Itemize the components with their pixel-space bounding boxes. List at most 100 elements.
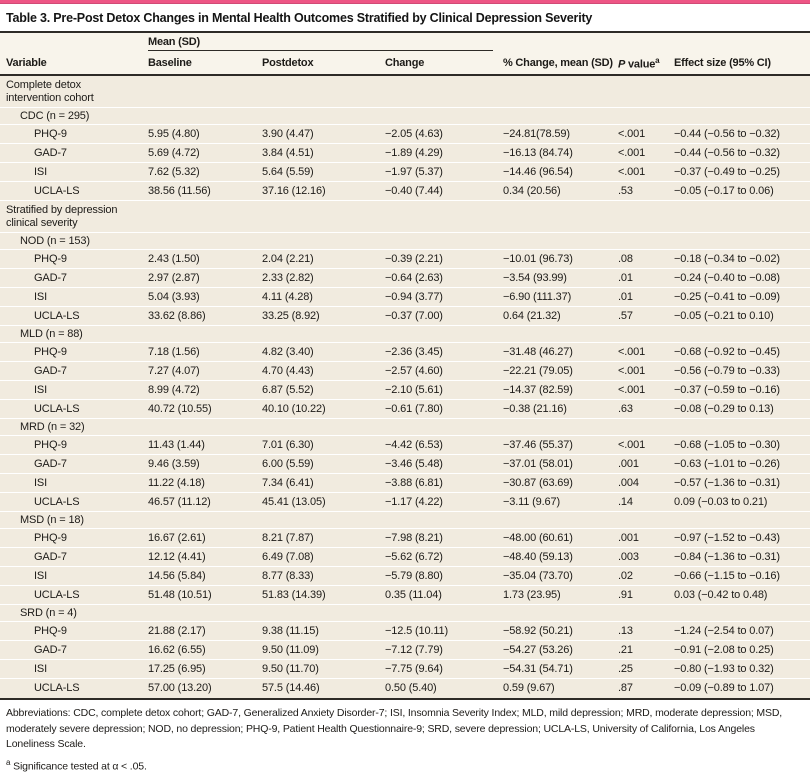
cell-pct-change: −30.87 (63.69)	[503, 476, 573, 489]
table-row-phq-9: PHQ-9 16.67 (2.61) 8.21 (7.87) −7.98 (8.21)…	[0, 529, 810, 548]
cell-postdetox: 33.25 (8.92)	[262, 309, 320, 322]
cell-postdetox: 57.5 (14.46)	[262, 682, 320, 695]
cell-p-value: .91	[618, 588, 633, 601]
cell-pct-change: −58.92 (50.21)	[503, 624, 573, 637]
cell-postdetox: 9.50 (11.09)	[262, 643, 319, 656]
cell-pct-change: −0.38 (21.16)	[503, 402, 567, 415]
table-row-phq-9: PHQ-9 5.95 (4.80) 3.90 (4.47) −2.05 (4.63) −…	[0, 125, 810, 144]
cell-variable: PHQ-9	[34, 127, 67, 140]
cell-p-value: <.001	[618, 345, 646, 358]
cell-variable: UCLA-LS	[34, 402, 80, 415]
table-row-isi: ISI 8.99 (4.72) 6.87 (5.52) −2.10 (5.61) −14…	[0, 381, 810, 400]
cell-postdetox: 4.70 (4.43)	[262, 364, 314, 377]
cell-p-value: .01	[618, 271, 633, 284]
section-label: Complete detox intervention cohort	[6, 79, 94, 104]
cell-change: −3.88 (6.81)	[385, 476, 443, 489]
cell-baseline: 5.04 (3.93)	[148, 290, 200, 303]
cell-postdetox: 6.00 (5.59)	[262, 457, 314, 470]
cell-effect-size: −0.57 (−1.36 to −0.31)	[674, 476, 780, 489]
cell-pct-change: −24.81(78.59)	[503, 127, 570, 140]
cell-change: −3.46 (5.48)	[385, 457, 443, 470]
cell-pct-change: −37.46 (55.37)	[503, 438, 573, 451]
cell-change: −2.36 (3.45)	[385, 345, 443, 358]
cell-effect-size: −0.44 (−0.56 to −0.32)	[674, 127, 780, 140]
cell-postdetox: 3.84 (4.51)	[262, 146, 314, 159]
cell-baseline: 11.43 (1.44)	[148, 438, 205, 451]
abbreviations-note: Abbreviations: CDC, complete detox cohor…	[6, 706, 783, 751]
cell-effect-size: −0.09 (−0.89 to 1.07)	[674, 682, 774, 695]
cell-effect-size: −0.97 (−1.52 to −0.43)	[674, 531, 780, 544]
cell-postdetox: 37.16 (12.16)	[262, 184, 326, 197]
cell-effect-size: −0.18 (−0.34 to −0.02)	[674, 252, 780, 265]
cell-change: −1.89 (4.29)	[385, 146, 443, 159]
cell-baseline: 21.88 (2.17)	[148, 624, 206, 637]
cell-pct-change: 0.64 (21.32)	[503, 309, 561, 322]
cell-variable: UCLA-LS	[34, 309, 80, 322]
table-row-ucla-ls: UCLA-LS 33.62 (8.86) 33.25 (8.92) −0.37 (7.…	[0, 307, 810, 326]
cell-pct-change: −10.01 (96.73)	[503, 252, 573, 265]
cell-variable: GAD-7	[34, 271, 67, 284]
cell-pct-change: 0.59 (9.67)	[503, 682, 555, 695]
table-row-isi: ISI 11.22 (4.18) 7.34 (6.41) −3.88 (6.81) −3…	[0, 474, 810, 493]
cell-p-value: <.001	[618, 383, 646, 396]
cell-postdetox: 45.41 (13.05)	[262, 495, 326, 508]
col-header-postdetox: Postdetox	[262, 57, 314, 69]
table-row-isi: ISI 14.56 (5.84) 8.77 (8.33) −5.79 (8.80) −3…	[0, 567, 810, 586]
cell-postdetox: 8.77 (8.33)	[262, 569, 314, 582]
table-row-gad-7: GAD-7 16.62 (6.55) 9.50 (11.09) −7.12 (7.79…	[0, 641, 810, 660]
cell-postdetox: 4.11 (4.28)	[262, 290, 313, 303]
table-row-gad-7: GAD-7 9.46 (3.59) 6.00 (5.59) −3.46 (5.48) −…	[0, 455, 810, 474]
cell-pct-change: −54.31 (54.71)	[503, 662, 573, 675]
group-label: MRD (n = 32)	[20, 420, 85, 433]
cell-effect-size: −0.37 (−0.59 to −0.16)	[674, 383, 780, 396]
cell-p-value: .001	[618, 457, 639, 470]
cell-effect-size: −0.08 (−0.29 to 0.13)	[674, 402, 774, 415]
table-row-phq-9: PHQ-9 11.43 (1.44) 7.01 (6.30) −4.42 (6.53)…	[0, 436, 810, 455]
cell-change: −7.12 (7.79)	[385, 643, 443, 656]
cell-effect-size: −0.84 (−1.36 to −0.31)	[674, 550, 780, 563]
cell-change: 0.35 (11.04)	[385, 588, 442, 601]
cell-p-value: .21	[618, 643, 633, 656]
cell-baseline: 14.56 (5.84)	[148, 569, 206, 582]
table-group-row: CDC (n = 295)	[0, 108, 810, 125]
cell-baseline: 9.46 (3.59)	[148, 457, 200, 470]
cell-baseline: 57.00 (13.20)	[148, 682, 212, 695]
cell-pct-change: −14.37 (82.59)	[503, 383, 573, 396]
table-group-row: MLD (n = 88)	[0, 326, 810, 343]
cell-p-value: .01	[618, 290, 633, 303]
cell-p-value: <.001	[618, 438, 646, 451]
col-header-change: Change	[385, 57, 425, 69]
cell-effect-size: −0.68 (−1.05 to −0.30)	[674, 438, 780, 451]
table-row-gad-7: GAD-7 2.97 (2.87) 2.33 (2.82) −0.64 (2.63) −…	[0, 269, 810, 288]
cell-variable: PHQ-9	[34, 531, 67, 544]
table-row-gad-7: GAD-7 12.12 (4.41) 6.49 (7.08) −5.62 (6.72)…	[0, 548, 810, 567]
group-label: NOD (n = 153)	[20, 234, 90, 247]
col-header-pct-change: % Change, mean (SD)	[503, 57, 613, 69]
pvalue-rest: value	[625, 58, 656, 71]
cell-postdetox: 5.64 (5.59)	[262, 165, 314, 178]
cell-postdetox: 3.90 (4.47)	[262, 127, 314, 140]
cell-baseline: 33.62 (8.86)	[148, 309, 206, 322]
cell-p-value: .02	[618, 569, 633, 582]
table-group-row: NOD (n = 153)	[0, 233, 810, 250]
cell-p-value: .003	[618, 550, 639, 563]
cell-effect-size: 0.09 (−0.03 to 0.21)	[674, 495, 768, 508]
section-label: Stratified by depression clinical severi…	[6, 203, 118, 229]
cell-p-value: .001	[618, 531, 639, 544]
cell-baseline: 11.22 (4.18)	[148, 476, 205, 489]
cell-variable: GAD-7	[34, 643, 67, 656]
cell-change: −4.42 (6.53)	[385, 438, 443, 451]
cell-change: −5.62 (6.72)	[385, 550, 443, 563]
cell-change: −1.17 (4.22)	[385, 495, 443, 508]
cell-baseline: 40.72 (10.55)	[148, 402, 212, 415]
cell-baseline: 5.95 (4.80)	[148, 127, 200, 140]
cell-baseline: 51.48 (10.51)	[148, 588, 212, 601]
group-label: MLD (n = 88)	[20, 327, 83, 340]
cell-effect-size: −0.68 (−0.92 to −0.45)	[674, 345, 780, 358]
cell-pct-change: −3.54 (93.99)	[503, 271, 567, 284]
footnotes: Abbreviations: CDC, complete detox cohor…	[0, 699, 810, 777]
cell-change: −2.57 (4.60)	[385, 364, 443, 377]
cell-postdetox: 6.49 (7.08)	[262, 550, 314, 563]
cell-effect-size: −0.56 (−0.79 to −0.33)	[674, 364, 780, 377]
